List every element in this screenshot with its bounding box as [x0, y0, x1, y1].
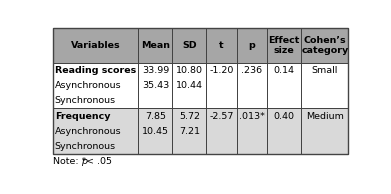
- Bar: [52, 28, 348, 154]
- Text: Small: Small: [312, 66, 338, 75]
- Bar: [172, 108, 206, 154]
- Text: 33.99: 33.99: [142, 66, 169, 75]
- Bar: [52, 63, 138, 108]
- Text: 0.40: 0.40: [273, 112, 294, 120]
- Text: .013*: .013*: [239, 112, 264, 120]
- Text: 10.44: 10.44: [176, 81, 203, 90]
- Text: 7.21: 7.21: [179, 127, 200, 136]
- Bar: [206, 108, 237, 154]
- Text: 10.45: 10.45: [142, 127, 169, 136]
- Bar: [206, 63, 237, 108]
- Bar: [138, 28, 172, 63]
- Bar: [237, 63, 267, 108]
- Bar: [267, 28, 301, 63]
- Text: t: t: [219, 41, 224, 50]
- Text: Variables: Variables: [71, 41, 120, 50]
- Text: Asynchronous: Asynchronous: [55, 127, 121, 136]
- Text: p: p: [248, 41, 255, 50]
- Text: Synchronous: Synchronous: [55, 96, 116, 105]
- Text: 7.85: 7.85: [145, 112, 166, 120]
- Bar: [138, 63, 172, 108]
- Text: .236: .236: [241, 66, 262, 75]
- Text: p: p: [81, 157, 87, 166]
- Text: SD: SD: [182, 41, 197, 50]
- Bar: [301, 108, 348, 154]
- Text: Note: *: Note: *: [52, 157, 89, 166]
- Bar: [267, 108, 301, 154]
- Text: Medium: Medium: [306, 112, 344, 120]
- Bar: [237, 28, 267, 63]
- Bar: [301, 63, 348, 108]
- Text: Synchronous: Synchronous: [55, 142, 116, 151]
- Text: -2.57: -2.57: [209, 112, 234, 120]
- Text: Cohen’s
category: Cohen’s category: [301, 36, 348, 55]
- Text: < .05: < .05: [86, 157, 112, 166]
- Bar: [52, 28, 138, 63]
- Text: Reading scores: Reading scores: [55, 66, 136, 75]
- Text: Mean: Mean: [141, 41, 170, 50]
- Text: Frequency: Frequency: [55, 112, 110, 120]
- Text: 35.43: 35.43: [142, 81, 169, 90]
- Bar: [52, 108, 138, 154]
- Text: Effect
size: Effect size: [268, 36, 300, 55]
- Bar: [206, 28, 237, 63]
- Bar: [172, 28, 206, 63]
- Bar: [267, 63, 301, 108]
- Text: 0.14: 0.14: [273, 66, 294, 75]
- Text: 5.72: 5.72: [179, 112, 200, 120]
- Bar: [237, 108, 267, 154]
- Text: -1.20: -1.20: [209, 66, 234, 75]
- Text: 10.80: 10.80: [176, 66, 203, 75]
- Bar: [301, 28, 348, 63]
- Bar: [172, 63, 206, 108]
- Text: Asynchronous: Asynchronous: [55, 81, 121, 90]
- Bar: [138, 108, 172, 154]
